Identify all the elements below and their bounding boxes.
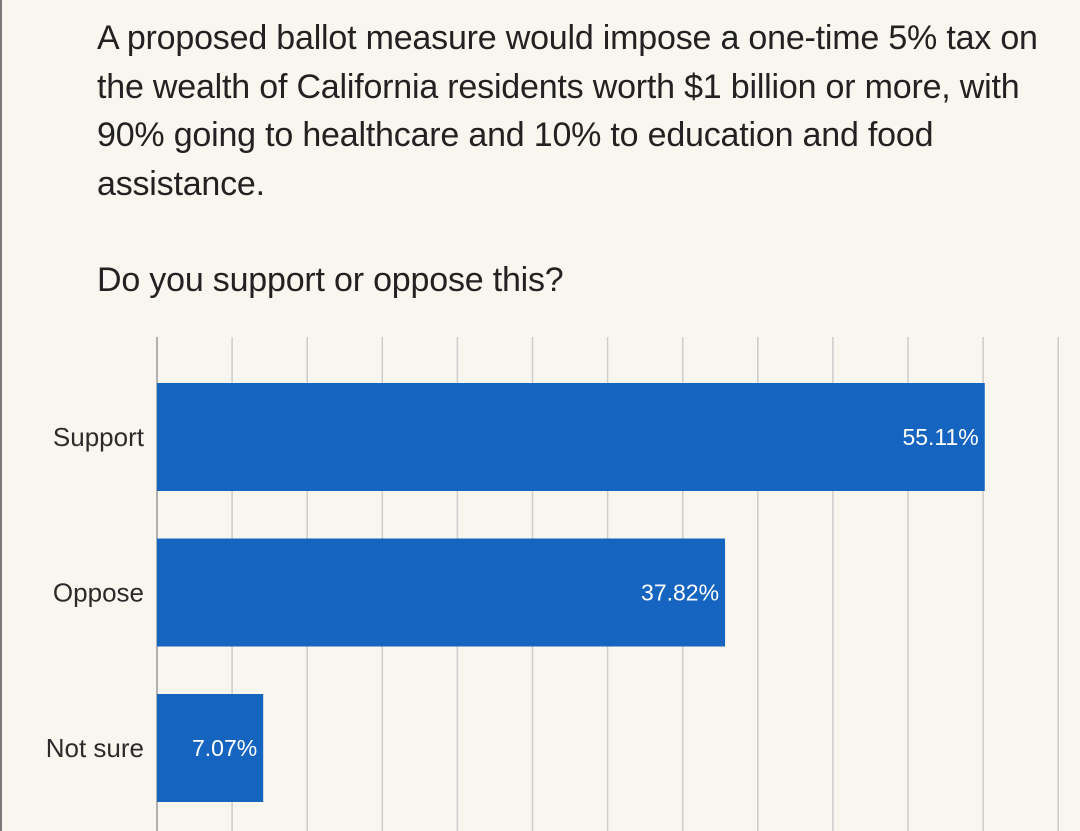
question-prompt: Do you support or oppose this? <box>97 261 564 299</box>
question-block: A proposed ballot measure would impose a… <box>97 14 1057 305</box>
bar-support <box>157 383 985 491</box>
bar-not-sure <box>157 694 264 802</box>
category-label-oppose: Oppose <box>53 578 144 608</box>
category-label-support: Support <box>53 422 145 452</box>
value-labels: 55.11% 37.82% 7.07% <box>192 424 979 761</box>
value-label-support: 55.11% <box>902 424 978 450</box>
question-text: A proposed ballot measure would impose a… <box>97 19 1038 203</box>
bars <box>157 383 985 802</box>
category-labels: Support Oppose Not sure <box>46 422 145 763</box>
value-label-not-sure: 7.07% <box>192 735 257 761</box>
category-label-not-sure: Not sure <box>46 733 144 763</box>
value-label-oppose: 37.82% <box>641 580 719 606</box>
bar-oppose <box>157 538 726 647</box>
left-border <box>0 0 2 831</box>
